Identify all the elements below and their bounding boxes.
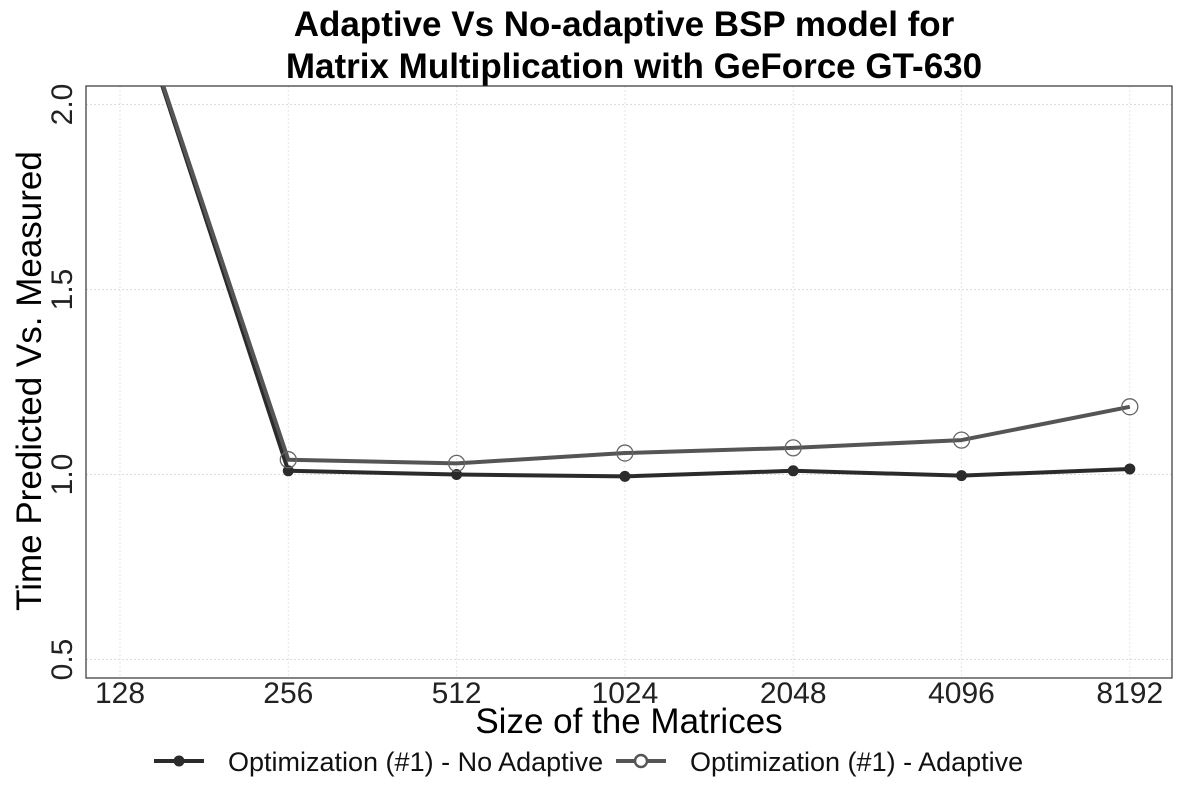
x-tick-label: 2048 [760, 677, 827, 710]
chart-subtitle: Matrix Multiplication with GeForce GT-63… [286, 47, 982, 86]
y-tick-label: 2.0 [46, 84, 79, 126]
y-axis-label: Time Predicted Vs. Measured [10, 151, 49, 611]
legend-label: Optimization (#1) - No Adaptive [228, 747, 603, 777]
y-tick-labels: 0.5 1.0 1.5 2.0 [46, 84, 79, 681]
data-point [787, 465, 799, 477]
series-1 [160, 86, 1136, 482]
legend-marker [173, 755, 185, 767]
data-point [619, 470, 631, 482]
legend-item-2: Optimization (#1) - Adaptive [616, 747, 1023, 777]
data-point [1121, 398, 1139, 416]
data-point [956, 470, 967, 482]
y-tick-label: 1.0 [46, 454, 79, 496]
data-point [616, 444, 634, 462]
legend: Optimization (#1) - No Adaptive Optimizat… [154, 747, 1023, 777]
x-tick-label: 4096 [928, 677, 995, 710]
x-axis-label: Size of the Matrices [475, 702, 782, 741]
chart-title: Adaptive Vs No-adaptive BSP model for [294, 5, 955, 44]
y-tick-label: 0.5 [46, 639, 79, 681]
x-tick-label: 512 [432, 677, 482, 710]
legend-marker [633, 753, 649, 769]
x-tick-labels: 128 256 512 1024 2048 4096 8192 [95, 677, 1163, 710]
grid-lines [86, 86, 1172, 678]
series-group [160, 86, 1139, 482]
x-tick-label: 256 [263, 677, 313, 710]
data-point [451, 469, 463, 480]
data-point [1124, 463, 1136, 475]
data-point [952, 431, 971, 449]
x-tick-label: 1024 [592, 677, 659, 710]
plot-frame [85, 85, 1173, 679]
series-line [161, 86, 1131, 466]
legend-item-1: Optimization (#1) - No Adaptive [154, 747, 603, 777]
data-point [447, 454, 466, 473]
legend-label: Optimization (#1) - Adaptive [690, 747, 1023, 777]
x-tick-label: 128 [95, 677, 145, 710]
data-point [784, 439, 802, 457]
x-tick-label: 8192 [1096, 677, 1163, 710]
series-2 [161, 86, 1139, 473]
y-tick-label: 1.5 [46, 269, 79, 311]
data-point [279, 451, 297, 469]
data-point [282, 465, 294, 477]
